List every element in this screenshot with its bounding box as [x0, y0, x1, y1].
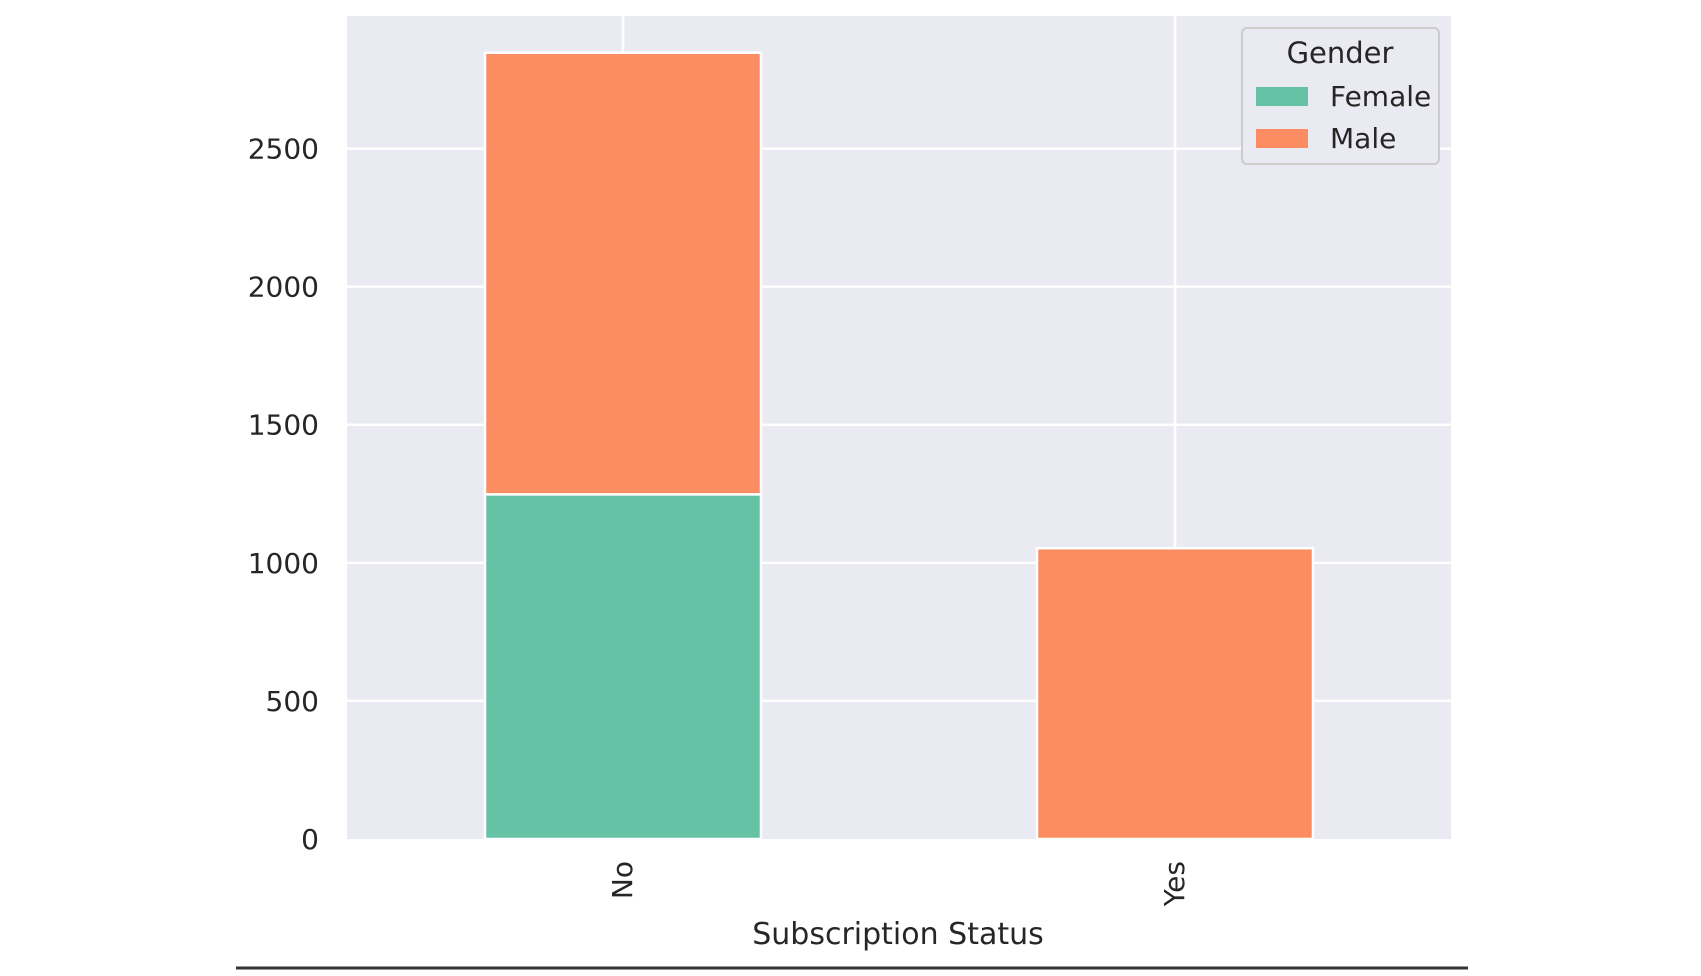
bar-female-no [483, 493, 763, 841]
y-tick-label: 500 [266, 685, 319, 718]
y-tick-labels: 0 500 1000 1500 2000 2500 [248, 133, 319, 856]
legend-swatch-male [1256, 129, 1308, 148]
y-tick-label: 2000 [248, 271, 319, 304]
legend-label-male: Male [1330, 122, 1396, 155]
bar-male-no [483, 51, 763, 496]
y-tick-label: 2500 [248, 133, 319, 166]
legend-entries: Female Male [1256, 80, 1431, 155]
legend-swatch-female [1256, 87, 1308, 106]
x-tick-label: Yes [1158, 861, 1191, 907]
legend-title: Gender [1287, 36, 1394, 70]
x-tick-label: No [606, 861, 639, 899]
legend: Gender Female Male [1241, 27, 1440, 165]
y-tick-label: 0 [301, 823, 319, 856]
bars [483, 51, 1315, 841]
y-tick-label: 1000 [248, 547, 319, 580]
x-axis-label: Subscription Status [752, 917, 1044, 952]
y-tick-label: 1500 [248, 409, 319, 442]
bar-male-yes [1035, 546, 1315, 841]
x-tick-labels: No Yes [606, 861, 1191, 907]
legend-label-female: Female [1330, 80, 1431, 113]
